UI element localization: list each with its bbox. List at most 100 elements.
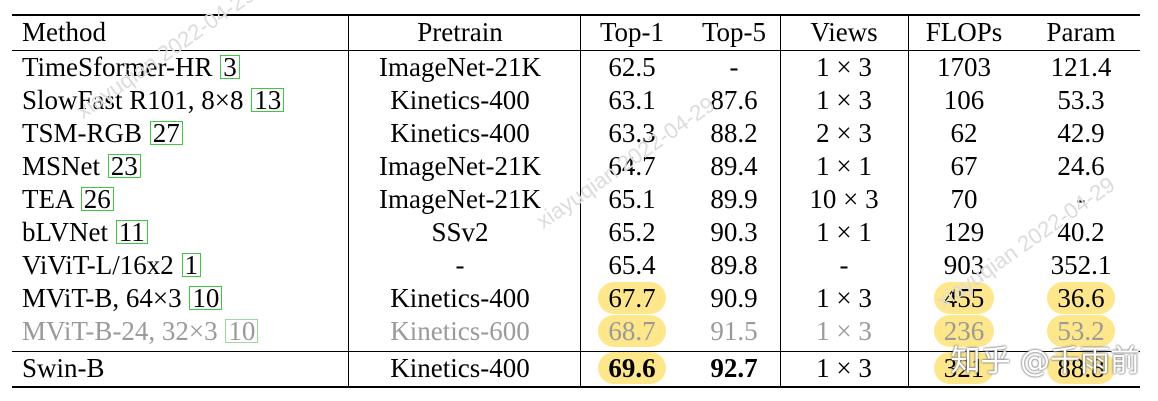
table-row-ours: Swin-B Kinetics-400 69.6 92.7 1 × 3 321 …: [12, 352, 1140, 385]
table-row: MViT-B, 64×3 10 Kinetics-400 67.7 90.9 1…: [12, 282, 1140, 315]
method-cell: bLVNet 11: [22, 216, 149, 249]
citation-link[interactable]: 10: [225, 318, 259, 345]
pretrain-cell: -: [455, 250, 465, 280]
views-cell: 1 × 3: [816, 353, 872, 383]
header-method: Method: [22, 17, 106, 47]
param-cell: 40.2: [1057, 217, 1105, 247]
header-top1: Top-1: [599, 17, 665, 47]
method-name: MSNet: [22, 151, 101, 181]
method-cell: ViViT-L/16x2 1: [22, 249, 202, 282]
method-name: TimeSformer-HR: [22, 52, 213, 82]
citation-link[interactable]: 1: [181, 252, 202, 279]
param-cell: 121.4: [1050, 52, 1112, 82]
param-cell: 36.6: [1022, 282, 1140, 315]
pretrain-cell: Kinetics-400: [390, 118, 530, 148]
top1-cell: 68.7: [580, 315, 684, 348]
views-cell: 1 × 3: [816, 85, 872, 115]
table-header-rule: [12, 50, 1140, 51]
param-cell: -: [1076, 184, 1086, 214]
column-divider: [348, 15, 349, 386]
highlight-mark: 88.8: [1047, 352, 1115, 384]
flops-cell: 62: [950, 118, 978, 148]
highlight-mark: 321: [933, 352, 995, 384]
top1-cell: 65.1: [608, 184, 656, 214]
top5-cell: 88.2: [710, 118, 758, 148]
citation-link[interactable]: 27: [149, 120, 183, 147]
top5-cell: 90.3: [710, 217, 758, 247]
table-row: SlowFast R101, 8×8 13 Kinetics-400 63.1 …: [12, 84, 1140, 117]
pretrain-cell: ImageNet-21K: [379, 151, 541, 181]
param-cell: 352.1: [1050, 250, 1112, 280]
citation-link[interactable]: 11: [115, 219, 148, 246]
pretrain-cell: Kinetics-400: [390, 85, 530, 115]
highlight-mark: 36.6: [1047, 282, 1115, 314]
param-cell: 53.2: [1022, 315, 1140, 348]
citation-link[interactable]: 3: [220, 54, 240, 81]
param-cell: 24.6: [1057, 151, 1105, 181]
flops-cell: 321: [908, 352, 1020, 385]
column-divider: [780, 15, 781, 386]
flops-cell: 236: [908, 315, 1020, 348]
method-cell: MViT-B, 64×3 10: [22, 282, 223, 315]
flops-cell: 129: [943, 217, 985, 247]
top1-cell: 63.1: [608, 85, 656, 115]
header-views: Views: [810, 17, 878, 47]
param-cell: 88.8: [1022, 352, 1140, 385]
method-name: MViT-B, 64×3: [22, 283, 182, 313]
citation-link[interactable]: 13: [251, 87, 285, 114]
table-row: ViViT-L/16x2 1 - 65.4 89.8 - 903 352.1: [12, 249, 1140, 282]
citation-link[interactable]: 26: [80, 186, 114, 213]
header-param: Param: [1046, 17, 1116, 47]
top5-cell: 89.9: [710, 184, 758, 214]
flops-cell: 106: [943, 85, 985, 115]
highlight-mark: 53.2: [1047, 315, 1115, 347]
highlight-mark: 68.7: [598, 315, 666, 347]
highlight-mark: 455: [933, 282, 995, 314]
table-row: bLVNet 11 SSv2 65.2 90.3 1 × 1 129 40.2: [12, 216, 1140, 249]
method-cell: TSM-RGB 27: [22, 117, 184, 150]
method-name: MViT-B-24, 32×3: [22, 316, 218, 346]
citation-link[interactable]: 10: [189, 285, 223, 312]
pretrain-cell: Kinetics-400: [390, 353, 530, 383]
column-divider: [580, 15, 581, 386]
param-cell: 42.9: [1057, 118, 1105, 148]
top1-cell: 65.4: [608, 250, 656, 280]
header-pretrain: Pretrain: [417, 17, 503, 47]
table-row: MSNet 23 ImageNet-21K 64.7 89.4 1 × 1 67…: [12, 150, 1140, 183]
pretrain-cell: SSv2: [431, 217, 489, 247]
views-cell: 1 × 3: [816, 283, 872, 313]
column-divider: [908, 15, 909, 386]
views-cell: 1 × 1: [816, 151, 872, 181]
pretrain-cell: Kinetics-400: [390, 283, 530, 313]
views-cell: -: [839, 250, 849, 280]
table-header-row: Method Pretrain Top-1 Top-5 Views FLOPs …: [12, 16, 1140, 49]
flops-cell: 70: [950, 184, 978, 214]
highlight-mark: 69.6: [598, 352, 666, 384]
top1-cell: 69.6: [580, 352, 684, 385]
table-row: TimeSformer-HR 3 ImageNet-21K 62.5 - 1 ×…: [12, 51, 1140, 84]
flops-cell: 1703: [937, 52, 991, 82]
top5-cell: 90.9: [710, 283, 758, 313]
method-name: SlowFast R101, 8×8: [22, 85, 244, 115]
views-cell: 1 × 1: [816, 217, 872, 247]
param-cell: 53.3: [1057, 85, 1105, 115]
method-name: bLVNet: [22, 217, 108, 247]
views-cell: 2 × 3: [816, 118, 872, 148]
method-name: TEA: [22, 184, 73, 214]
top5-cell: 92.7: [710, 353, 758, 383]
header-flops: FLOPs: [925, 17, 1003, 47]
method-name: ViViT-L/16x2: [22, 250, 174, 280]
top1-cell: 67.7: [580, 282, 684, 315]
method-cell: MViT-B-24, 32×3 10: [22, 315, 259, 348]
top5-cell: 89.8: [710, 250, 758, 280]
top5-cell: 91.5: [710, 316, 758, 346]
top5-cell: 87.6: [710, 85, 758, 115]
method-cell: TEA 26: [22, 183, 115, 216]
top1-cell: 62.5: [608, 52, 656, 82]
citation-link[interactable]: 23: [107, 153, 141, 180]
pretrain-cell: ImageNet-21K: [379, 52, 541, 82]
top5-cell: 89.4: [710, 151, 758, 181]
table-mid-rule: [12, 351, 1140, 352]
flops-cell: 455: [908, 282, 1020, 315]
views-cell: 10 × 3: [809, 184, 879, 214]
